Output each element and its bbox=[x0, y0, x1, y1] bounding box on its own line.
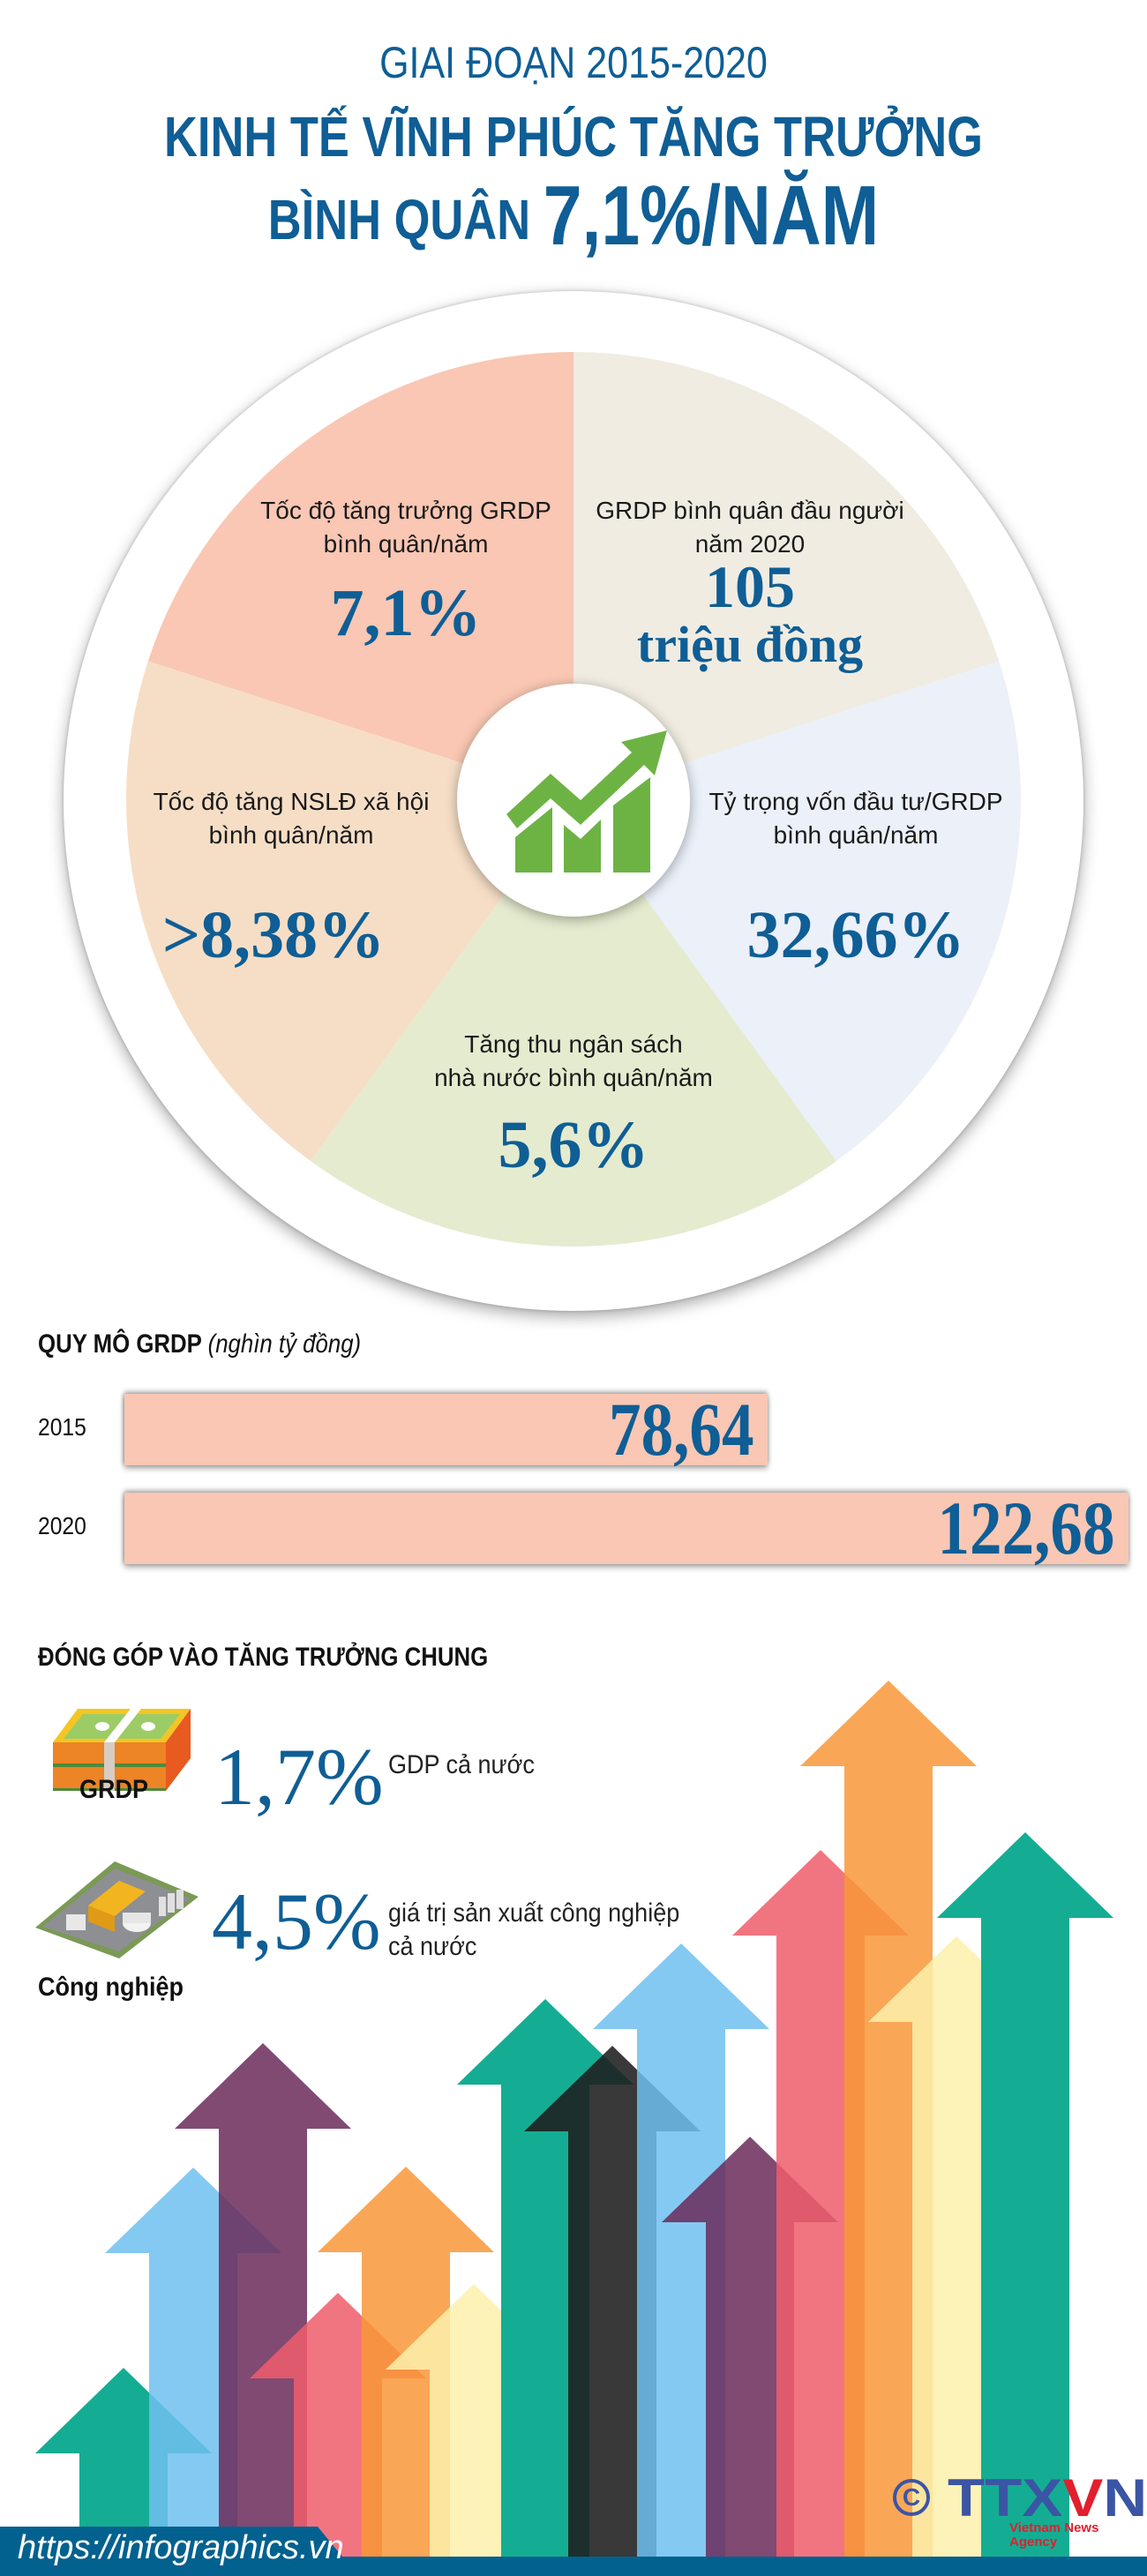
grdp-scale-unit: (nghìn tỷ đồng) bbox=[207, 1329, 362, 1359]
contribution-industry-label: Công nghiệp bbox=[38, 1973, 184, 2002]
footer-band bbox=[0, 2557, 1147, 2576]
contribution-grdp-label: GRDP bbox=[79, 1775, 149, 1804]
factory-icon bbox=[35, 1861, 199, 1958]
contribution-industry-value: 4,5% bbox=[212, 1876, 381, 1966]
bar-year-2020: 2020 bbox=[38, 1512, 86, 1539]
bar-value-2015: 78,64 bbox=[608, 1387, 753, 1471]
pie-slice bbox=[147, 352, 574, 799]
slice-budget-label-line1: Tăng thu ngân sách bbox=[464, 1030, 683, 1058]
bar-year-2015: 2015 bbox=[38, 1413, 86, 1441]
slice-per-capita-value: 105 triệu đồng bbox=[565, 553, 935, 674]
header-title-line1: KINH TẾ VĨNH PHÚC TĂNG TRƯỞNG bbox=[164, 105, 983, 168]
slice-growth-label-line1: Tốc độ tăng trưởng GRDP bbox=[260, 497, 551, 524]
logo-text-ttx: TTX bbox=[948, 2468, 1063, 2527]
slice-per-capita-label-line2: năm 2020 bbox=[694, 530, 806, 558]
header-title-prefix: BÌNH QUÂN bbox=[267, 188, 544, 251]
bar-value-2020: 122,68 bbox=[936, 1486, 1114, 1570]
pie-slices bbox=[125, 352, 1021, 1247]
contribution-grdp-value: 1,7% bbox=[214, 1732, 384, 1822]
slice-budget-label: Tăng thu ngân sách nhà nước bình quân/nă… bbox=[397, 1028, 750, 1095]
grdp-scale-title-text: QUY MÔ GRDP bbox=[38, 1329, 202, 1359]
slice-investment-label: Tỷ trọng vốn đầu tư/GRDP bình quân/năm bbox=[671, 785, 1041, 852]
contribution-industry-desc: giá trị sản xuất công nghiệp cả nước bbox=[388, 1897, 679, 1964]
slice-investment-label-line2: bình quân/năm bbox=[773, 821, 939, 849]
ttxvn-logo: TTXVN bbox=[948, 2472, 1147, 2525]
slice-per-capita-number: 105 bbox=[705, 553, 795, 620]
header-subtitle: GIAI ĐOẠN 2015-2020 bbox=[379, 38, 768, 87]
header-title-highlight: 7,1%/NĂM bbox=[543, 168, 880, 263]
slice-investment-label-line1: Tỷ trọng vốn đầu tư/GRDP bbox=[708, 788, 1003, 815]
logo-text-v: V bbox=[1062, 2468, 1104, 2527]
slice-per-capita-unit: triệu đồng bbox=[636, 616, 864, 673]
center-disc bbox=[457, 684, 690, 917]
up-arrow-icon bbox=[937, 1832, 1113, 2557]
copyright-icon: C bbox=[893, 2479, 930, 2516]
contribution-title: ĐÓNG GÓP VÀO TĂNG TRƯỞNG CHUNG bbox=[38, 1643, 489, 1672]
pie-slice bbox=[310, 799, 837, 1247]
contribution-industry-desc-line2: cả nước bbox=[388, 1932, 477, 1961]
slice-growth-label: Tốc độ tăng trưởng GRDP bình quân/năm bbox=[221, 494, 591, 561]
slice-per-capita-label-line1: GRDP bình quân đầu người bbox=[596, 497, 904, 524]
bar-2020: 122,68 bbox=[124, 1487, 1128, 1569]
logo-subtitle: Vietnam News Agency bbox=[1009, 2520, 1099, 2550]
pie-slice bbox=[574, 352, 1000, 799]
footer-url-link[interactable]: https://infographics.vn bbox=[18, 2529, 344, 2566]
contribution-grdp-desc: GDP cả nước bbox=[388, 1750, 535, 1779]
slice-productivity-label-line2: bình quân/năm bbox=[208, 821, 374, 849]
slice-per-capita-label: GRDP bình quân đầu người năm 2020 bbox=[565, 494, 935, 561]
logo-text-n: N bbox=[1103, 2468, 1147, 2527]
slice-productivity-label-line1: Tốc độ tăng NSLĐ xã hội bbox=[153, 788, 430, 815]
slice-investment-value: 32,66% bbox=[746, 898, 965, 972]
slice-productivity-label: Tốc độ tăng NSLĐ xã hội bình quân/năm bbox=[115, 785, 468, 852]
money-stack-icon bbox=[53, 1709, 191, 1791]
grdp-scale-title: QUY MÔ GRDP (nghìn tỷ đồng) bbox=[38, 1329, 361, 1359]
header-title-line2: BÌNH QUÂN 7,1%/NĂM bbox=[103, 168, 1044, 265]
slice-growth-label-line2: bình quân/năm bbox=[323, 530, 489, 558]
slice-budget-label-line2: nhà nước bình quân/năm bbox=[434, 1064, 713, 1091]
slice-growth-value: 7,1% bbox=[330, 576, 482, 650]
slice-budget-value: 5,6% bbox=[498, 1108, 649, 1182]
growth-chart-icon bbox=[506, 730, 667, 872]
bar-2015: 78,64 bbox=[124, 1389, 768, 1470]
slice-productivity-value: >8,38% bbox=[161, 898, 386, 972]
contribution-industry-desc-line1: giá trị sản xuất công nghiệp bbox=[388, 1898, 680, 1928]
